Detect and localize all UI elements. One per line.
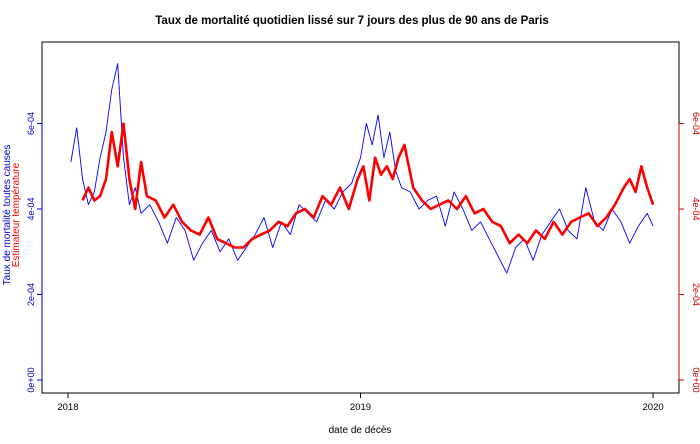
- axes: 2018 2019 2020 0e+00 2e-04 4e-04 6e-04 0e+00 2e-…: [26, 112, 700, 413]
- series-line-temperature: [81, 122, 655, 249]
- x-tick-label: 2019: [350, 402, 371, 413]
- y-left-tick-label: 4e-04: [26, 197, 36, 220]
- y-left-tick-label: 0e+00: [26, 367, 36, 392]
- chart-title: Taux de mortalité quotidien lissé sur 7 …: [155, 15, 548, 27]
- y-right-tick-label: 2e-04: [691, 283, 700, 306]
- series-line-mortality: [70, 63, 654, 274]
- y-left-tick-label: 2e-04: [26, 283, 36, 306]
- y-axis-label-mortality: Taux de mortalité toutes causes: [2, 145, 13, 286]
- y-left-tick-label: 6e-04: [26, 112, 36, 135]
- y-right-tick-label: 4e-04: [691, 197, 700, 220]
- series-layer: [70, 63, 655, 274]
- y-right-tick-label: 6e-04: [691, 112, 700, 135]
- x-tick-label: 2018: [57, 402, 78, 413]
- x-axis-label: date de décès: [329, 425, 392, 436]
- y-right-tick-label: 0e+00: [691, 367, 700, 392]
- plot-frame: [41, 41, 680, 394]
- x-tick-label: 2020: [643, 402, 664, 413]
- y-axis-label-temperature: Estimateur température: [11, 162, 22, 267]
